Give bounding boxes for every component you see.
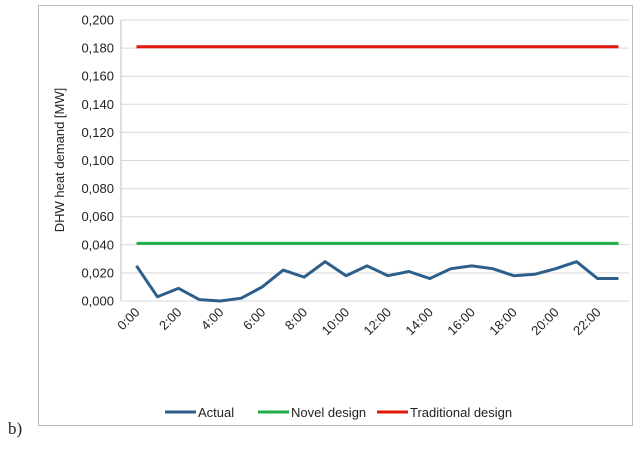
legend-label: Novel design <box>291 405 366 420</box>
x-tick-label: 4:00 <box>198 305 227 334</box>
legend-label: Traditional design <box>410 405 512 420</box>
y-tick-label: 0,140 <box>81 97 114 112</box>
y-tick-label: 0,060 <box>81 209 114 224</box>
x-tick-label: 22:00 <box>570 305 604 339</box>
y-tick-label: 0,180 <box>81 41 114 56</box>
y-tick-label: 0,100 <box>81 153 114 168</box>
legend-label: Actual <box>198 405 234 420</box>
x-tick-label: 0:00 <box>114 305 143 334</box>
chart-border <box>38 5 633 426</box>
x-tick-label: 18:00 <box>486 305 520 339</box>
y-tick-label: 0,080 <box>81 181 114 196</box>
y-tick-label: 0,120 <box>81 125 114 140</box>
x-tick-label: 20:00 <box>528 305 562 339</box>
x-tick-label: 8:00 <box>282 305 311 334</box>
y-tick-label: 0,020 <box>81 265 114 280</box>
y-tick-label: 0,200 <box>81 13 114 28</box>
x-tick-label: 10:00 <box>319 305 353 339</box>
panel-label: b) <box>8 419 22 438</box>
y-axis-title: DHW heat demand [MW] <box>52 88 67 233</box>
series-line <box>135 260 619 303</box>
x-tick-label: 2:00 <box>156 305 185 334</box>
x-tick-label: 14:00 <box>402 305 436 339</box>
y-tick-label: 0,160 <box>81 69 114 84</box>
x-tick-label: 6:00 <box>240 305 269 334</box>
x-tick-label: 16:00 <box>444 305 478 339</box>
y-tick-label: 0,000 <box>81 294 114 309</box>
y-tick-label: 0,040 <box>81 237 114 252</box>
x-tick-label: 12:00 <box>360 305 394 339</box>
